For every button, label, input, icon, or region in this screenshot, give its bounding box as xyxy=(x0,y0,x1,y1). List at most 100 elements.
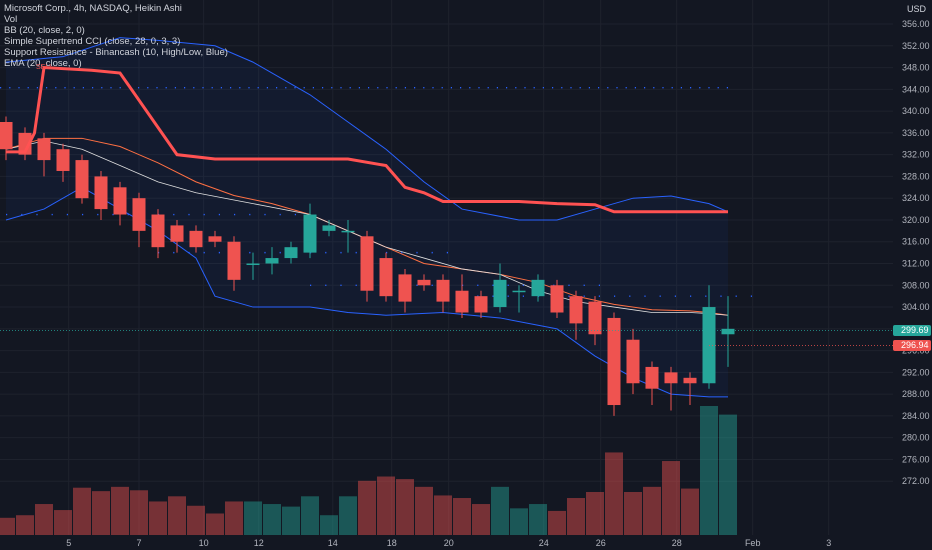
volume-bar xyxy=(92,491,110,535)
x-tick-label: 20 xyxy=(444,538,454,548)
legend-supertrend[interactable]: Simple Supertrend CCI (close, 28, 0, 3, … xyxy=(4,36,181,47)
volume-bar xyxy=(415,486,433,535)
candle-body xyxy=(493,279,507,308)
y-tick-label: 324.00 xyxy=(902,193,930,203)
volume-bar xyxy=(0,517,15,535)
x-tick-label: 28 xyxy=(672,538,682,548)
y-tick-label: 332.00 xyxy=(902,150,930,160)
y-tick-label: 304.00 xyxy=(902,302,930,312)
volume-bar xyxy=(491,486,509,535)
x-tick-label: 5 xyxy=(66,538,71,548)
legend-title[interactable]: Microsoft Corp., 4h, NASDAQ, Heikin Ashi xyxy=(4,3,182,14)
candle-body xyxy=(379,258,393,297)
candle-body xyxy=(246,263,260,266)
x-tick-label: 10 xyxy=(199,538,209,548)
y-tick-label: 312.00 xyxy=(902,259,930,269)
volume-bar xyxy=(320,515,338,535)
x-tick-label: 26 xyxy=(596,538,606,548)
volume-bar xyxy=(168,496,186,535)
x-tick-label: 12 xyxy=(254,538,264,548)
candle-body xyxy=(94,176,108,210)
candle-body xyxy=(664,372,678,384)
volume-bar xyxy=(225,501,243,535)
bb-basis-line xyxy=(5,140,729,316)
candle-body xyxy=(265,258,279,264)
volume-bar xyxy=(719,414,737,535)
candle-body xyxy=(18,132,32,155)
candle-body xyxy=(303,214,317,253)
candle-body xyxy=(170,225,184,242)
volume-bar xyxy=(263,504,281,535)
y-tick-label: 328.00 xyxy=(902,171,930,181)
candle-body xyxy=(322,225,336,231)
x-tick-label: 3 xyxy=(826,538,831,548)
candle-body xyxy=(113,187,127,215)
volume-bar xyxy=(16,515,34,535)
volume-bar xyxy=(567,498,585,535)
volume-bar xyxy=(111,486,129,535)
y-tick-label: 336.00 xyxy=(902,128,930,138)
y-tick-label: 272.00 xyxy=(902,476,930,486)
candle-body xyxy=(550,285,564,313)
volume-bar xyxy=(187,505,205,535)
candle-body xyxy=(398,274,412,302)
x-tick-label: 14 xyxy=(328,538,338,548)
legend: Microsoft Corp., 4h, NASDAQ, Heikin Ashi… xyxy=(4,3,228,69)
candle-body xyxy=(455,290,469,313)
volume-bar xyxy=(434,495,452,535)
supertrend-line xyxy=(6,65,728,214)
candle-body xyxy=(645,366,659,389)
candle-body xyxy=(132,198,146,231)
volume-bar xyxy=(282,506,300,535)
candle-body xyxy=(607,317,621,406)
legend-vol[interactable]: Vol xyxy=(4,14,18,25)
y-tick-label: 320.00 xyxy=(902,215,930,225)
candle-body xyxy=(37,138,51,161)
volume-bar xyxy=(681,488,699,535)
candle-body xyxy=(75,160,89,199)
candle-body xyxy=(512,290,526,293)
candle-body xyxy=(531,279,545,297)
x-tick-label: 18 xyxy=(387,538,397,548)
y-tick-label: 280.00 xyxy=(902,433,930,443)
volume-bar xyxy=(130,490,148,535)
y-tick-label: 348.00 xyxy=(902,63,930,73)
y-tick-label: 308.00 xyxy=(902,280,930,290)
legend-bb[interactable]: BB (20, close, 2, 0) xyxy=(4,25,85,36)
sell-signal-label: SELL xyxy=(36,64,54,71)
x-tick-label: 7 xyxy=(136,538,141,548)
ema-price-badge: 296.94 xyxy=(893,339,931,351)
candle-body xyxy=(474,296,488,313)
candle-body xyxy=(588,301,602,335)
volume-bar xyxy=(643,486,661,535)
volume-bar xyxy=(35,504,53,535)
volume-bar xyxy=(377,476,395,535)
y-tick-label: 284.00 xyxy=(902,411,930,421)
y-tick-label: 340.00 xyxy=(902,106,930,116)
y-tick-label: 288.00 xyxy=(902,389,930,399)
legend-ema[interactable]: EMA (20, close, 0) xyxy=(4,58,82,69)
bb-fill xyxy=(6,37,728,397)
candle-body xyxy=(436,279,450,302)
candle-body xyxy=(683,377,697,384)
volume-bar xyxy=(548,510,566,535)
volume-bar xyxy=(149,501,167,535)
y-tick-label: 276.00 xyxy=(902,454,930,464)
last-price-badge: 299.69 xyxy=(893,325,931,336)
y-tick-label: 352.00 xyxy=(902,41,930,51)
candle-body xyxy=(626,339,640,384)
volume-bar xyxy=(662,461,680,535)
volume-bar xyxy=(529,504,547,535)
volume-bar xyxy=(453,498,471,535)
y-tick-label: 316.00 xyxy=(902,237,930,247)
y-tick-label: 344.00 xyxy=(902,84,930,94)
currency-label[interactable]: USD xyxy=(906,4,926,14)
candle-body xyxy=(151,214,165,248)
volume-bar xyxy=(301,496,319,535)
bb-upper-line xyxy=(5,37,729,221)
candle-body xyxy=(721,328,735,335)
volume-bar xyxy=(510,508,528,535)
legend-support-resistance[interactable]: Support Resistance - Binancash (10, High… xyxy=(4,47,228,58)
